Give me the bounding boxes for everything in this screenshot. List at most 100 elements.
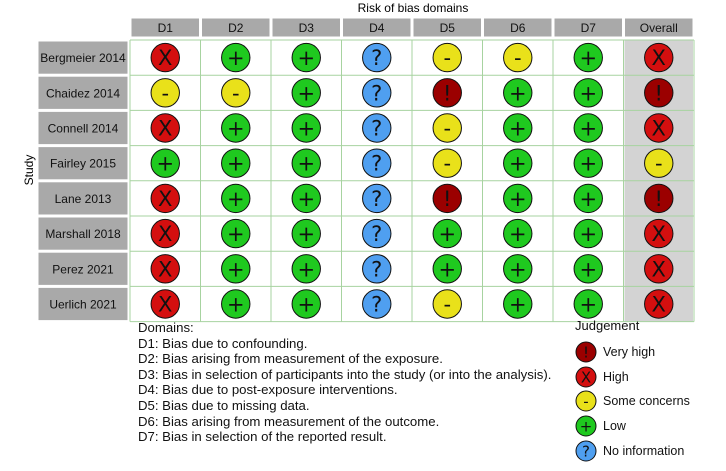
column-header-label: D3: [299, 21, 315, 35]
judgement-circle: [503, 183, 533, 214]
judgement-symbol: -: [232, 81, 240, 105]
column-header-label: D6: [510, 21, 526, 35]
judgement-symbol: +: [297, 293, 315, 317]
judgement-circle: [221, 254, 251, 284]
judgement-symbol: ?: [371, 257, 382, 281]
judgement-marker-some: -: [432, 42, 462, 73]
judgement-symbol: +: [579, 257, 597, 281]
study-label-cell: [37, 40, 129, 75]
judgement-circle: [362, 148, 392, 178]
judgement-symbol: +: [297, 152, 315, 176]
study-label-cell: [37, 286, 129, 322]
column-header-cell: [624, 17, 694, 38]
judgement-circle: [291, 148, 321, 178]
judgement-circle: [644, 289, 674, 319]
judgement-marker-high: X: [150, 218, 180, 249]
judgement-marker-low: +: [573, 183, 603, 214]
judgement-symbol: -: [655, 152, 663, 176]
judgement-marker-high: X: [150, 289, 180, 319]
judgement-circle: [291, 218, 321, 249]
judgement-symbol: +: [579, 46, 597, 70]
judgement-circle: [432, 289, 462, 319]
judgement-symbol: +: [227, 152, 245, 176]
judgement-symbol: +: [509, 187, 527, 211]
judgement-circle: [291, 289, 321, 319]
judgement-legend-symbol: ?: [582, 442, 590, 460]
judgement-circle: [150, 42, 180, 73]
column-header-cell: [553, 17, 623, 38]
domain-legend-item: D5: Bias due to missing data.: [138, 397, 310, 413]
study-label: Connell 2014: [48, 122, 119, 136]
study-label: Bergmeier 2014: [40, 51, 126, 65]
judgement-symbol: +: [438, 222, 456, 246]
domain-legend-item: D1: Bias due to confounding.: [138, 335, 308, 351]
judgement-symbol: +: [297, 257, 315, 281]
judgement-circle: [503, 218, 533, 249]
study-label: Fairley 2015: [50, 157, 116, 171]
judgement-marker-very-high: !: [432, 78, 462, 108]
judgement-circle: [291, 113, 321, 143]
judgement-symbol: !: [443, 81, 451, 105]
judgement-marker-very-high: !: [432, 183, 462, 214]
judgement-marker-no-information: ?: [362, 148, 392, 178]
judgement-circle: [503, 148, 533, 178]
judgement-circle: [221, 289, 251, 319]
judgement-circle: [644, 42, 674, 73]
column-header-label: D1: [158, 21, 174, 35]
judgement-symbol: !: [655, 81, 663, 105]
judgement-symbol: +: [509, 117, 527, 141]
judgement-marker-high: X: [150, 183, 180, 214]
study-label: Perez 2021: [52, 262, 114, 276]
judgement-marker-some: -: [644, 148, 674, 178]
domains-legend: Domains: D1: Bias due to confounding. D2:…: [138, 320, 551, 445]
judgement-circle: [150, 289, 180, 319]
judgement-symbol: X: [652, 222, 666, 246]
judgement-circle: [573, 183, 603, 214]
judgement-marker-high: X: [150, 42, 180, 73]
judgement-circle: [362, 289, 392, 319]
judgement-marker-low: +: [573, 148, 603, 178]
study-label-cell: [37, 181, 129, 216]
judgement-symbol: ?: [371, 293, 382, 317]
domains-legend-items: D1: Bias due to confounding. D2: Bias ari…: [138, 336, 551, 445]
judgement-circle: [291, 183, 321, 214]
judgement-symbol: +: [579, 81, 597, 105]
column-header-label: Overall: [640, 21, 678, 35]
judgement-circle: [573, 42, 603, 73]
judgement-marker-low: +: [503, 78, 533, 108]
judgement-marker-low: +: [432, 218, 462, 249]
study-label-cell: [37, 146, 129, 181]
judgement-marker-high: X: [644, 42, 674, 73]
judgement-marker-high: X: [644, 218, 674, 249]
judgement-marker-low: +: [221, 254, 251, 284]
judgement-marker-low: +: [291, 254, 321, 284]
judgement-symbol: X: [158, 46, 172, 70]
judgement-marker-low: +: [573, 289, 603, 319]
judgement-symbol: +: [509, 152, 527, 176]
judgement-symbol: +: [579, 293, 597, 317]
study-label-cell: [37, 216, 129, 251]
judgement-marker-low: +: [291, 183, 321, 214]
judgement-marker-low: +: [573, 113, 603, 143]
judgement-symbol: ?: [371, 187, 382, 211]
judgement-circle: [573, 289, 603, 319]
judgement-symbol: +: [579, 222, 597, 246]
judgement-circle: [644, 183, 674, 214]
judgement-circle: [221, 78, 251, 108]
column-header-cell: [271, 17, 341, 38]
judgement-marker-low: +: [291, 78, 321, 108]
judgement-circle: [432, 113, 462, 143]
column-header-cell: [342, 17, 412, 38]
judgement-symbol: +: [297, 222, 315, 246]
column-header-label: D7: [581, 21, 597, 35]
judgement-circle: [503, 254, 533, 284]
judgement-marker-some: -: [503, 42, 533, 73]
grid-layer: D1 D2 D3 D4 D5 D6 D7 Overall Bergmeier 2014 Chaid…: [37, 17, 695, 323]
judgement-marker-low: +: [291, 42, 321, 73]
column-header-cell: [483, 17, 553, 38]
judgement-symbol: X: [158, 293, 172, 317]
judgement-marker-low: +: [503, 113, 533, 143]
judgement-symbol: +: [438, 257, 456, 281]
judgement-marker-some: -: [221, 78, 251, 108]
